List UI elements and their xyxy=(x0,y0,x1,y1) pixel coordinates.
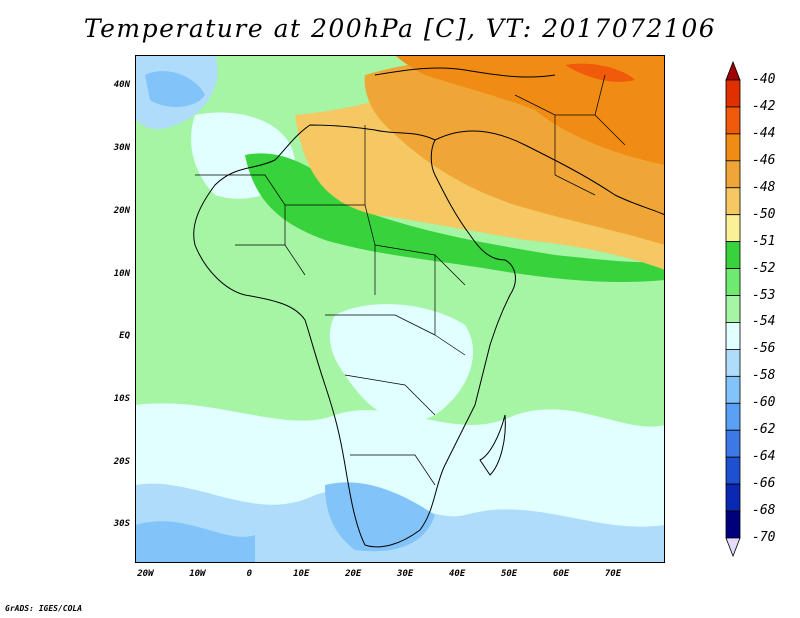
colorbar-label: -68 xyxy=(752,503,776,519)
map-frame-border xyxy=(135,55,665,563)
colorbar-segment xyxy=(725,295,741,323)
longitude-label: 10W xyxy=(189,569,206,579)
longitude-label: 0 xyxy=(246,569,253,579)
arabia-coastline xyxy=(434,130,665,216)
longitude-label: 10E xyxy=(293,569,310,579)
colorbar-segment xyxy=(725,187,741,216)
colorbar-label: -51 xyxy=(752,233,776,249)
colorbar-segment xyxy=(725,214,741,243)
colorbar-label: -48 xyxy=(752,179,776,195)
colorbar-segment xyxy=(725,429,741,458)
colorbar-segment xyxy=(725,375,741,404)
colorbar-label: -53 xyxy=(752,287,776,303)
colorbar-label: -62 xyxy=(752,422,776,438)
temperature-map xyxy=(135,55,665,563)
colorbar-segment xyxy=(725,160,741,189)
colorbar-segment xyxy=(725,79,741,108)
colorbar-label: -66 xyxy=(752,476,776,492)
mediterranean-coastline xyxy=(374,67,556,78)
colorbar-label: -60 xyxy=(752,395,776,411)
latitude-label: 10N xyxy=(113,268,130,279)
footer-credit: GrADS: IGES/COLA xyxy=(5,604,83,613)
madagascar-coastline xyxy=(479,414,506,476)
field-red-orange-iran xyxy=(565,63,635,82)
latitude-label: 30N xyxy=(113,143,130,154)
colorbar-label: -50 xyxy=(752,206,776,222)
colorbar-segment xyxy=(725,133,741,162)
colorbar-label: -46 xyxy=(752,152,776,168)
longitude-label: 20W xyxy=(137,569,154,579)
colorbar-segment xyxy=(725,349,741,377)
colorbar-bottom-arrow xyxy=(725,537,741,558)
longitude-label: 50E xyxy=(500,569,518,579)
latitude-label: 40N xyxy=(113,80,130,91)
colorbar-segment xyxy=(725,483,741,512)
colorbar-label: -52 xyxy=(752,260,776,276)
field-blue-atlantic xyxy=(145,71,205,107)
map-title: Temperature at 200hPa [C], VT: 201707210… xyxy=(83,14,717,43)
colorbar-top-arrow xyxy=(725,60,741,81)
colorbar-segment xyxy=(725,268,741,296)
longitude-label: 20E xyxy=(345,569,362,579)
africa-coastline xyxy=(193,124,516,548)
latitude-label: 20S xyxy=(113,456,130,467)
colorbar-label: -70 xyxy=(752,530,776,545)
country-borders xyxy=(195,74,626,486)
colorbar-segment xyxy=(725,106,741,135)
colorbar-segment xyxy=(725,510,741,539)
colorbar-label: -40 xyxy=(752,72,776,87)
latitude-label: 30S xyxy=(113,519,130,530)
field-green-strong-belt xyxy=(245,153,665,282)
latitude-label: EQ xyxy=(119,331,130,342)
colorbar xyxy=(725,60,741,558)
colorbar-label: -44 xyxy=(752,125,776,141)
colorbar-segment xyxy=(725,456,741,485)
longitude-label: 30E xyxy=(397,569,414,579)
colorbar-label: -64 xyxy=(752,449,776,465)
colorbar-segment xyxy=(725,241,741,269)
field-blue-south-africa xyxy=(325,482,435,552)
field-orange-north xyxy=(395,55,665,165)
longitude-label: 70E xyxy=(604,569,622,579)
latitude-label: 20N xyxy=(113,205,130,216)
colorbar-label: -42 xyxy=(752,98,776,114)
longitude-label: 40E xyxy=(449,569,466,579)
field-light-cyan-equator xyxy=(329,304,474,422)
colorbar-label: -58 xyxy=(752,368,776,384)
latitude-label: 10S xyxy=(113,393,130,404)
colorbar-label: -54 xyxy=(752,314,776,330)
colorbar-label: -56 xyxy=(752,341,776,357)
field-blue-southwest xyxy=(135,521,255,563)
colorbar-segment xyxy=(725,322,741,350)
longitude-label: 60E xyxy=(552,569,570,579)
colorbar-segment xyxy=(725,402,741,431)
